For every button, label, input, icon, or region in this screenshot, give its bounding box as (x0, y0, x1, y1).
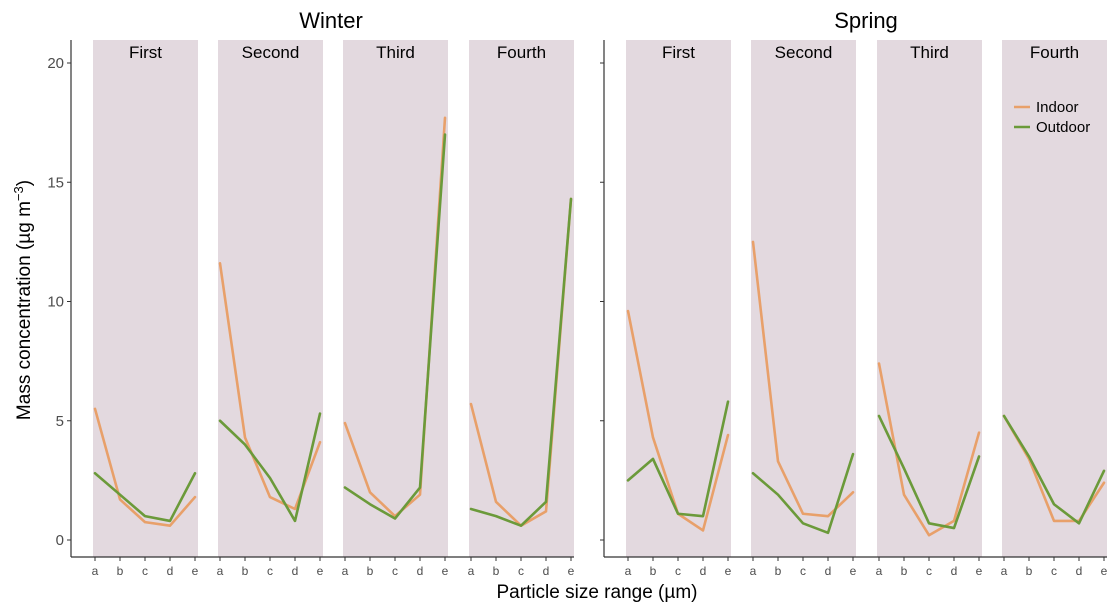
x-tick-label: b (1026, 564, 1033, 578)
x-tick-label: a (217, 564, 224, 578)
x-tick-label: d (292, 564, 299, 578)
x-tick-label: c (1051, 564, 1057, 578)
x-tick-label: d (825, 564, 832, 578)
x-tick-label: a (625, 564, 632, 578)
x-tick-label: b (650, 564, 657, 578)
x-tick-label: b (775, 564, 782, 578)
panel-title: Fourth (497, 43, 546, 62)
panel-background (877, 40, 982, 557)
x-tick-label: a (1001, 564, 1008, 578)
series-line-outdoor (469, 197, 573, 527)
series-lines-layer (93, 116, 1106, 537)
x-tick-label: e (976, 564, 983, 578)
panel-background (343, 40, 448, 557)
x-tick-label: d (167, 564, 174, 578)
panel-title: Third (910, 43, 949, 62)
panel-title: Third (376, 43, 415, 62)
x-tick-label: e (442, 564, 449, 578)
panel-title: First (129, 43, 162, 62)
x-tick-label: a (92, 564, 99, 578)
series-line-outdoor (626, 400, 730, 518)
series-line-outdoor (877, 414, 981, 530)
panel-title: Second (775, 43, 833, 62)
x-tick-label: b (367, 564, 374, 578)
series-line-outdoor (218, 412, 322, 523)
panel-background (469, 40, 574, 557)
legend: Indoor Outdoor (1014, 99, 1090, 136)
y-axis-title-exponent: −3 (11, 186, 26, 201)
y-tick-label: 20 (47, 55, 64, 72)
series-line-outdoor (1002, 414, 1106, 525)
x-tick-label: a (342, 564, 349, 578)
x-tick-label: c (518, 564, 524, 578)
x-tick-label: c (675, 564, 681, 578)
x-tick-label: d (951, 564, 958, 578)
legend-label-outdoor: Outdoor (1036, 119, 1090, 136)
x-tick-label: a (876, 564, 883, 578)
y-tick-label: 15 (47, 174, 64, 191)
axes-layer (67, 40, 1107, 561)
x-tick-label: c (926, 564, 932, 578)
y-tick-label: 5 (56, 413, 64, 430)
series-line-indoor (93, 407, 197, 527)
x-tick-label: c (392, 564, 398, 578)
panel-background-layer (93, 40, 1107, 557)
x-tick-label: e (1101, 564, 1108, 578)
x-tick-label: d (1076, 564, 1083, 578)
panel-title: First (662, 43, 695, 62)
season-title-winter: Winter (299, 8, 363, 33)
x-tick-label: b (493, 564, 500, 578)
x-tick-label: e (850, 564, 857, 578)
legend-label-indoor: Indoor (1036, 99, 1079, 116)
x-tick-label: a (750, 564, 757, 578)
x-axis-title: Particle size range (µm) (496, 582, 697, 603)
panel-title: Second (242, 43, 300, 62)
x-tick-label: e (317, 564, 324, 578)
x-tick-label: c (267, 564, 273, 578)
x-tick-label: a (468, 564, 475, 578)
y-axis-title-text: Mass concentration (µg m (14, 201, 35, 420)
x-tick-label: c (142, 564, 148, 578)
text-layer: Winter 0 5 10 15 20 First a b c d e Second a b c d e Third… (47, 8, 1107, 578)
series-line-outdoor (751, 452, 855, 535)
panel-background (93, 40, 198, 557)
x-tick-label: d (543, 564, 550, 578)
season-title-spring: Spring (834, 8, 898, 33)
y-tick-label: 10 (47, 294, 64, 311)
y-axis-title: Mass concentration (µg m−3) (11, 180, 35, 420)
x-tick-label: b (242, 564, 249, 578)
x-tick-label: b (117, 564, 124, 578)
series-line-outdoor (343, 133, 447, 520)
x-tick-label: e (725, 564, 732, 578)
y-tick-label: 0 (56, 532, 64, 549)
x-tick-label: e (568, 564, 575, 578)
x-tick-label: d (417, 564, 424, 578)
x-tick-label: e (192, 564, 199, 578)
panel-background (751, 40, 856, 557)
panel-title: Fourth (1030, 43, 1079, 62)
y-axis-title-close: ) (14, 180, 35, 186)
x-tick-label: d (700, 564, 707, 578)
series-line-outdoor (93, 471, 197, 523)
x-tick-label: c (800, 564, 806, 578)
x-tick-label: b (901, 564, 908, 578)
panel-background (1002, 40, 1107, 557)
